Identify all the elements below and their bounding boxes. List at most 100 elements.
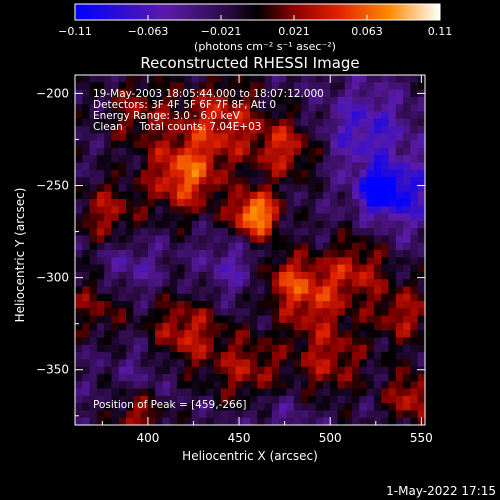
heatmap-cell: [111, 198, 120, 207]
heatmap-cell: [162, 118, 171, 127]
heatmap-cell: [315, 184, 324, 193]
heatmap-cell: [352, 366, 360, 375]
heatmap-cell: [126, 279, 134, 288]
heatmap-cell: [410, 213, 419, 222]
heatmap-cell: [177, 89, 185, 98]
heatmap-cell: [257, 359, 266, 368]
heatmap-cell: [264, 89, 273, 98]
heatmap-cell: [359, 373, 368, 382]
heatmap-cell: [118, 373, 127, 382]
heatmap-cell: [301, 177, 309, 185]
heatmap-cell: [395, 104, 404, 113]
heatmap-cell: [366, 373, 375, 382]
heatmap-cell: [366, 155, 375, 164]
colorbar-tick-label: −0.11: [58, 25, 92, 38]
heatmap-cell: [206, 118, 215, 127]
heatmap-cell: [220, 322, 229, 331]
heatmap-cell: [257, 184, 266, 193]
heatmap-cell: [381, 271, 390, 280]
heatmap-cell: [96, 250, 105, 258]
heatmap-cell: [177, 118, 185, 127]
heatmap-cell: [257, 315, 266, 324]
heatmap-cell: [111, 75, 120, 83]
heatmap-cell: [82, 104, 91, 113]
heatmap-cell: [147, 366, 156, 375]
heatmap-cell: [417, 250, 426, 258]
heatmap-cell: [111, 301, 120, 309]
heatmap-cell: [169, 395, 178, 404]
heatmap-cell: [213, 228, 222, 237]
heatmap-cell: [352, 257, 360, 266]
heatmap-cell: [198, 75, 207, 83]
heatmap-cell: [191, 381, 200, 390]
heatmap-cell: [191, 257, 200, 266]
heatmap-cell: [366, 322, 375, 331]
heatmap-cell: [104, 352, 113, 360]
heatmap-cell: [264, 228, 273, 237]
heatmap-cell: [162, 352, 171, 360]
heatmap-cell: [126, 381, 134, 390]
heatmap-cell: [301, 293, 309, 302]
heatmap-cell: [293, 395, 302, 404]
heatmap-cell: [147, 264, 156, 273]
heatmap-cell: [250, 89, 258, 98]
heatmap-cell: [206, 82, 215, 91]
heatmap-cell: [264, 191, 273, 200]
heatmap-cell: [118, 293, 127, 302]
heatmap-cell: [337, 264, 346, 273]
heatmap-cell: [220, 403, 229, 412]
heatmap-cell: [337, 279, 346, 288]
heatmap-cell: [198, 271, 207, 280]
heatmap-cell: [220, 155, 229, 164]
heatmap-cell: [82, 257, 91, 266]
heatmap-cell: [184, 359, 193, 368]
heatmap-cell: [213, 381, 222, 390]
heatmap-cell: [169, 133, 178, 142]
heatmap-cell: [286, 242, 295, 251]
heatmap-cell: [337, 220, 346, 229]
heatmap-cell: [286, 388, 295, 397]
heatmap-cell: [198, 213, 207, 222]
heatmap-cell: [257, 417, 266, 426]
heatmap-cell: [301, 417, 309, 426]
heatmap-cell: [155, 191, 164, 200]
heatmap-cell: [184, 140, 193, 149]
heatmap-cell: [118, 96, 127, 105]
heatmap-cell: [352, 96, 360, 105]
heatmap-cell: [162, 228, 171, 237]
heatmap-cell: [140, 118, 149, 127]
heatmap-cell: [147, 111, 156, 120]
heatmap-cell: [373, 271, 382, 280]
heatmap-cell: [293, 308, 302, 317]
heatmap-cell: [75, 155, 83, 164]
heatmap-cell: [162, 162, 171, 171]
heatmap-cell: [293, 133, 302, 142]
heatmap-cell: [388, 403, 397, 412]
heatmap-cell: [271, 308, 280, 317]
heatmap-cell: [242, 395, 251, 404]
heatmap-cell: [352, 381, 360, 390]
heatmap-cell: [206, 359, 215, 368]
heatmap-cell: [388, 264, 397, 273]
heatmap-cell: [140, 250, 149, 258]
heatmap-cell: [359, 82, 368, 91]
heatmap-cell: [322, 89, 331, 98]
heatmap-cell: [330, 250, 339, 258]
heatmap-cell: [155, 410, 164, 419]
heatmap-cell: [82, 126, 91, 134]
heatmap-cell: [403, 96, 412, 105]
heatmap-cell: [126, 111, 134, 120]
heatmap-cell: [366, 111, 375, 120]
heatmap-cell: [257, 388, 266, 397]
heatmap-cell: [82, 235, 91, 244]
heatmap-cell: [373, 250, 382, 258]
heatmap-cell: [344, 213, 353, 222]
heatmap-cell: [366, 89, 375, 98]
heatmap-cell: [410, 381, 419, 390]
heatmap-cell: [228, 96, 237, 105]
heatmap-cell: [301, 96, 309, 105]
heatmap-cell: [279, 366, 288, 375]
heatmap-cell: [403, 133, 412, 142]
heatmap-cell: [344, 133, 353, 142]
heatmap-cell: [352, 198, 360, 207]
